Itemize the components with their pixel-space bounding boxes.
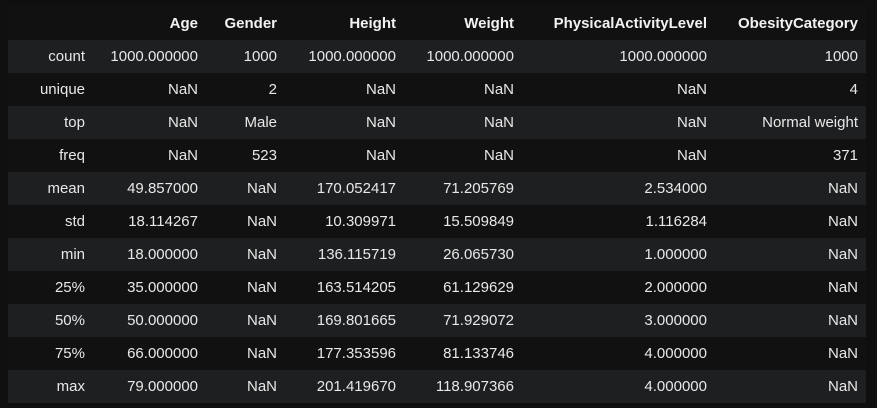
cell-height: 10.309971 bbox=[325, 213, 396, 230]
cell-physical-activity-level: NaN bbox=[676, 81, 707, 98]
table-row: unique NaN 2 NaN NaN NaN 4 bbox=[8, 73, 866, 106]
cell-age: 50.000000 bbox=[127, 312, 198, 329]
cell-physical-activity-level: NaN bbox=[676, 114, 707, 131]
row-label: unique bbox=[39, 81, 85, 98]
cell-height: 201.419670 bbox=[316, 378, 396, 395]
cell-obesity-category: NaN bbox=[827, 279, 858, 296]
row-label: 25% bbox=[54, 279, 85, 296]
column-header-gender: Gender bbox=[224, 14, 277, 32]
row-label: freq bbox=[59, 147, 85, 164]
cell-physical-activity-level: 4.000000 bbox=[644, 345, 707, 362]
cell-obesity-category: NaN bbox=[827, 213, 858, 230]
cell-obesity-category: NaN bbox=[827, 180, 858, 197]
cell-weight: 61.129629 bbox=[443, 279, 514, 296]
cell-weight: 118.907366 bbox=[435, 378, 514, 395]
column-header-height: Height bbox=[349, 14, 396, 32]
cell-gender: NaN bbox=[246, 180, 277, 197]
cell-weight: 71.929072 bbox=[443, 312, 514, 329]
row-label: mean bbox=[47, 180, 85, 197]
cell-age: 18.000000 bbox=[127, 246, 198, 263]
cell-age: 49.857000 bbox=[127, 180, 198, 197]
cell-obesity-category: 1000 bbox=[824, 48, 858, 65]
cell-physical-activity-level: 1.116284 bbox=[645, 213, 707, 230]
cell-weight: 81.133746 bbox=[443, 345, 514, 362]
cell-obesity-category: 371 bbox=[832, 147, 858, 164]
row-label: max bbox=[56, 378, 85, 395]
column-header-age: Age bbox=[169, 14, 198, 32]
cell-physical-activity-level: 1.000000 bbox=[644, 246, 707, 263]
cell-age: 1000.000000 bbox=[110, 48, 198, 65]
cell-height: 170.052417 bbox=[316, 180, 396, 197]
table-row: top NaN Male NaN NaN NaN Normal weight bbox=[8, 106, 866, 139]
cell-weight: 26.065730 bbox=[443, 246, 514, 263]
cell-physical-activity-level: NaN bbox=[676, 147, 707, 164]
cell-height: NaN bbox=[365, 114, 396, 131]
cell-weight: NaN bbox=[483, 147, 514, 164]
table-row: 50% 50.000000 NaN 169.801665 71.929072 3.0000… bbox=[8, 304, 866, 337]
index-header bbox=[8, 6, 93, 40]
cell-age: NaN bbox=[167, 114, 198, 131]
cell-physical-activity-level: 3.000000 bbox=[644, 312, 707, 329]
row-label: top bbox=[64, 114, 85, 131]
row-label: 50% bbox=[54, 312, 85, 329]
table-row: max 79.000000 NaN 201.419670 118.907366 4.000… bbox=[8, 370, 866, 403]
header-row: Age Gender Height Weight PhysicalActivit… bbox=[8, 6, 866, 40]
table-row: mean 49.857000 NaN 170.052417 71.205769 2.534… bbox=[8, 172, 866, 205]
cell-height: NaN bbox=[365, 147, 396, 164]
row-label: std bbox=[64, 213, 85, 230]
dataframe-output: Age Gender Height Weight PhysicalActivit… bbox=[8, 6, 866, 403]
column-header-weight: Weight bbox=[464, 14, 514, 32]
cell-gender: NaN bbox=[246, 213, 277, 230]
table-row: min 18.000000 NaN 136.115719 26.065730 1.0000… bbox=[8, 238, 866, 271]
cell-gender: NaN bbox=[246, 378, 277, 395]
cell-height: 177.353596 bbox=[316, 345, 396, 362]
cell-age: NaN bbox=[167, 147, 198, 164]
cell-obesity-category: NaN bbox=[827, 246, 858, 263]
cell-weight: NaN bbox=[483, 114, 514, 131]
cell-physical-activity-level: 2.534000 bbox=[644, 180, 707, 197]
cell-age: 18.114267 bbox=[128, 213, 198, 230]
cell-gender: Male bbox=[244, 114, 277, 131]
column-header-obesity-category: ObesityCategory bbox=[737, 14, 858, 32]
table-row: count 1000.000000 1000 1000.000000 1000.0000… bbox=[8, 40, 866, 73]
row-label: 75% bbox=[54, 345, 85, 362]
cell-height: 136.115719 bbox=[317, 246, 396, 263]
column-header-physical-activity-level: PhysicalActivityLevel bbox=[553, 14, 707, 32]
cell-height: NaN bbox=[365, 81, 396, 98]
cell-obesity-category: NaN bbox=[827, 312, 858, 329]
cell-weight: 15.509849 bbox=[443, 213, 514, 230]
cell-obesity-category: NaN bbox=[827, 345, 858, 362]
cell-height: 163.514205 bbox=[316, 279, 396, 296]
cell-gender: NaN bbox=[246, 345, 277, 362]
cell-age: 79.000000 bbox=[127, 378, 198, 395]
row-label: count bbox=[48, 48, 85, 65]
cell-gender: NaN bbox=[246, 312, 277, 329]
cell-gender: 1000 bbox=[243, 48, 277, 65]
row-label: min bbox=[60, 246, 85, 263]
cell-height: 1000.000000 bbox=[308, 48, 396, 65]
table-row: 75% 66.000000 NaN 177.353596 81.133746 4.0000… bbox=[8, 337, 866, 370]
cell-weight: 71.205769 bbox=[443, 180, 514, 197]
cell-gender: 523 bbox=[251, 147, 277, 164]
table-row: 25% 35.000000 NaN 163.514205 61.129629 2.0000… bbox=[8, 271, 866, 304]
cell-gender: NaN bbox=[246, 246, 277, 263]
table-row: freq NaN 523 NaN NaN NaN 371 bbox=[8, 139, 866, 172]
cell-gender: 2 bbox=[268, 81, 277, 98]
cell-height: 169.801665 bbox=[316, 312, 396, 329]
cell-obesity-category: NaN bbox=[827, 378, 858, 395]
cell-physical-activity-level: 4.000000 bbox=[644, 378, 707, 395]
cell-physical-activity-level: 1000.000000 bbox=[619, 48, 707, 65]
table-body: count 1000.000000 1000 1000.000000 1000.0000… bbox=[8, 40, 866, 403]
cell-physical-activity-level: 2.000000 bbox=[644, 279, 707, 296]
cell-age: 35.000000 bbox=[127, 279, 198, 296]
cell-age: NaN bbox=[167, 81, 198, 98]
cell-obesity-category: Normal weight bbox=[762, 114, 858, 131]
table-row: std 18.114267 NaN 10.309971 15.509849 1.11628… bbox=[8, 205, 866, 238]
cell-obesity-category: 4 bbox=[849, 81, 858, 98]
cell-age: 66.000000 bbox=[127, 345, 198, 362]
cell-weight: 1000.000000 bbox=[426, 48, 514, 65]
cell-gender: NaN bbox=[246, 279, 277, 296]
cell-weight: NaN bbox=[483, 81, 514, 98]
describe-table: Age Gender Height Weight PhysicalActivit… bbox=[8, 6, 866, 403]
